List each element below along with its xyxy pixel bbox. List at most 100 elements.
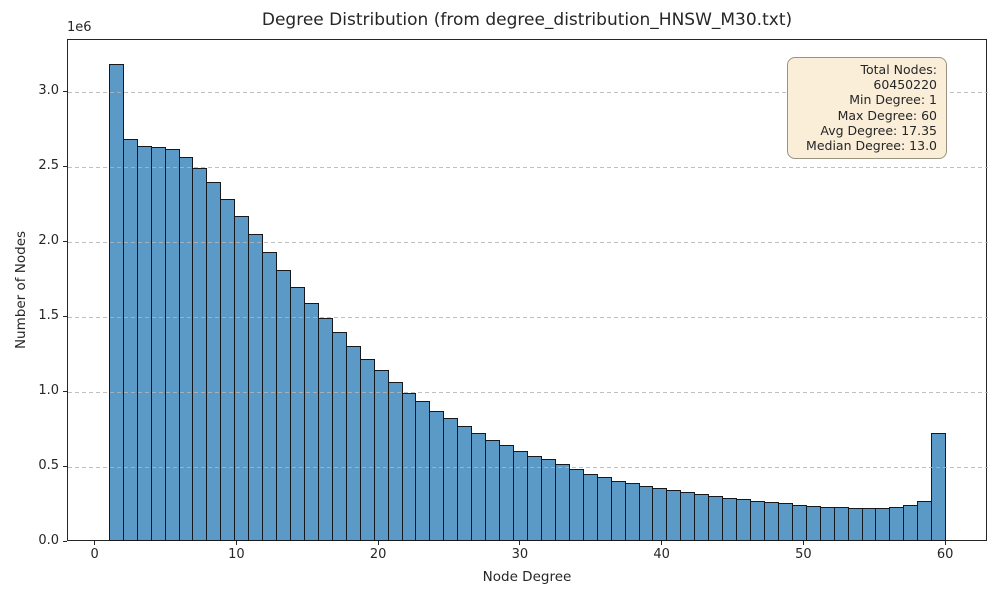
x-tick-mark — [944, 541, 946, 545]
histogram-bar — [499, 444, 514, 541]
histogram-bar — [276, 269, 291, 541]
y-axis-offset-label: 1e6 — [67, 19, 92, 35]
histogram-bar — [806, 505, 821, 541]
histogram-bar — [234, 215, 249, 541]
histogram-bar — [889, 506, 904, 541]
x-axis-label: Node Degree — [482, 569, 572, 585]
histogram-bar — [513, 450, 528, 541]
histogram-bar — [555, 463, 570, 541]
histogram-bar — [220, 198, 235, 541]
stats-box: Total Nodes: 60450220 Min Degree: 1 Max … — [787, 57, 947, 160]
histogram-bar — [611, 480, 626, 541]
chart-title: Degree Distribution (from degree_distrib… — [261, 10, 793, 30]
stats-line: Avg Degree: 17.35 — [820, 122, 937, 138]
histogram-bar — [192, 167, 207, 541]
histogram-bar — [206, 181, 221, 541]
histogram-bar — [151, 146, 166, 541]
histogram-bar — [750, 500, 765, 541]
y-tick-mark — [63, 90, 67, 92]
histogram-bar — [848, 507, 863, 541]
histogram-bar — [179, 156, 193, 541]
histogram-bar — [457, 425, 472, 541]
histogram-bar — [708, 495, 723, 541]
y-tick-label: 2.5 — [38, 158, 59, 173]
histogram-bar — [374, 369, 389, 541]
y-tick-label: 1.5 — [38, 308, 59, 323]
histogram-bar — [736, 498, 751, 541]
histogram-bar — [931, 432, 946, 541]
y-tick-label: 0.0 — [38, 533, 59, 548]
histogram-bar — [388, 381, 403, 541]
histogram-bar — [429, 410, 444, 541]
x-tick-mark — [519, 541, 521, 545]
histogram-bar — [583, 473, 598, 541]
histogram-bar — [485, 439, 500, 541]
histogram-bar — [248, 233, 263, 541]
histogram-bar — [109, 63, 124, 541]
x-tick-label: 40 — [653, 547, 670, 562]
y-tick-label: 1.0 — [38, 383, 59, 398]
histogram-bar — [290, 286, 305, 541]
histogram-bar — [917, 500, 932, 541]
histogram-bar — [694, 493, 709, 541]
stats-line: Median Degree: 13.0 — [806, 138, 937, 154]
histogram-bar — [778, 502, 793, 541]
stats-line: Max Degree: 60 — [837, 107, 937, 123]
y-tick-label: 0.5 — [38, 458, 59, 473]
histogram-bar — [165, 148, 180, 541]
histogram-bar — [652, 487, 667, 541]
y-tick-mark — [63, 540, 67, 542]
histogram-bar — [666, 489, 681, 541]
x-tick-label: 10 — [228, 547, 245, 562]
x-tick-label: 20 — [369, 547, 387, 562]
histogram-bar — [820, 506, 835, 541]
histogram-bar — [639, 485, 653, 541]
gridline — [68, 242, 988, 243]
histogram-bar — [541, 458, 556, 541]
x-tick-mark — [94, 541, 96, 545]
x-tick-label: 30 — [511, 547, 529, 562]
histogram-bar — [443, 417, 458, 541]
y-tick-mark — [63, 165, 67, 167]
x-tick-mark — [235, 541, 237, 545]
histogram-bar — [471, 432, 486, 541]
histogram-bar — [123, 138, 138, 541]
stats-line: Total Nodes: 60450220 — [860, 62, 937, 93]
histogram-bar — [834, 506, 849, 541]
histogram-bar — [597, 476, 612, 541]
x-tick-mark — [661, 541, 663, 545]
y-tick-label: 2.0 — [38, 233, 59, 248]
y-tick-mark — [63, 315, 67, 317]
gridline — [68, 92, 988, 93]
histogram-bar — [862, 507, 876, 541]
histogram-bar — [318, 317, 333, 541]
gridline — [68, 392, 988, 393]
histogram-bar — [137, 145, 152, 541]
gridline — [68, 467, 988, 468]
y-tick-label: 3.0 — [38, 83, 59, 98]
histogram-bar — [332, 331, 347, 541]
x-tick-mark — [377, 541, 379, 545]
histogram-bar — [680, 491, 695, 541]
histogram-bar — [722, 497, 737, 541]
histogram-bar — [346, 345, 361, 541]
histogram-bar — [903, 504, 918, 541]
x-tick-mark — [802, 541, 804, 545]
histogram-bar — [262, 251, 277, 541]
histogram-bar — [764, 501, 779, 541]
histogram-bar — [304, 302, 319, 541]
histogram-bar — [625, 482, 640, 541]
x-tick-label: 50 — [795, 547, 812, 562]
y-axis-label: Number of Nodes — [13, 230, 29, 349]
histogram-bar — [415, 400, 430, 541]
y-tick-mark — [63, 390, 67, 392]
stats-line: Min Degree: 1 — [849, 92, 937, 108]
histogram-bar — [360, 358, 375, 541]
x-tick-label: 60 — [936, 547, 954, 562]
y-tick-mark — [63, 465, 67, 467]
gridline — [68, 317, 988, 318]
histogram-bar — [875, 507, 890, 541]
histogram-bar — [527, 455, 542, 541]
histogram-bar — [569, 468, 584, 541]
